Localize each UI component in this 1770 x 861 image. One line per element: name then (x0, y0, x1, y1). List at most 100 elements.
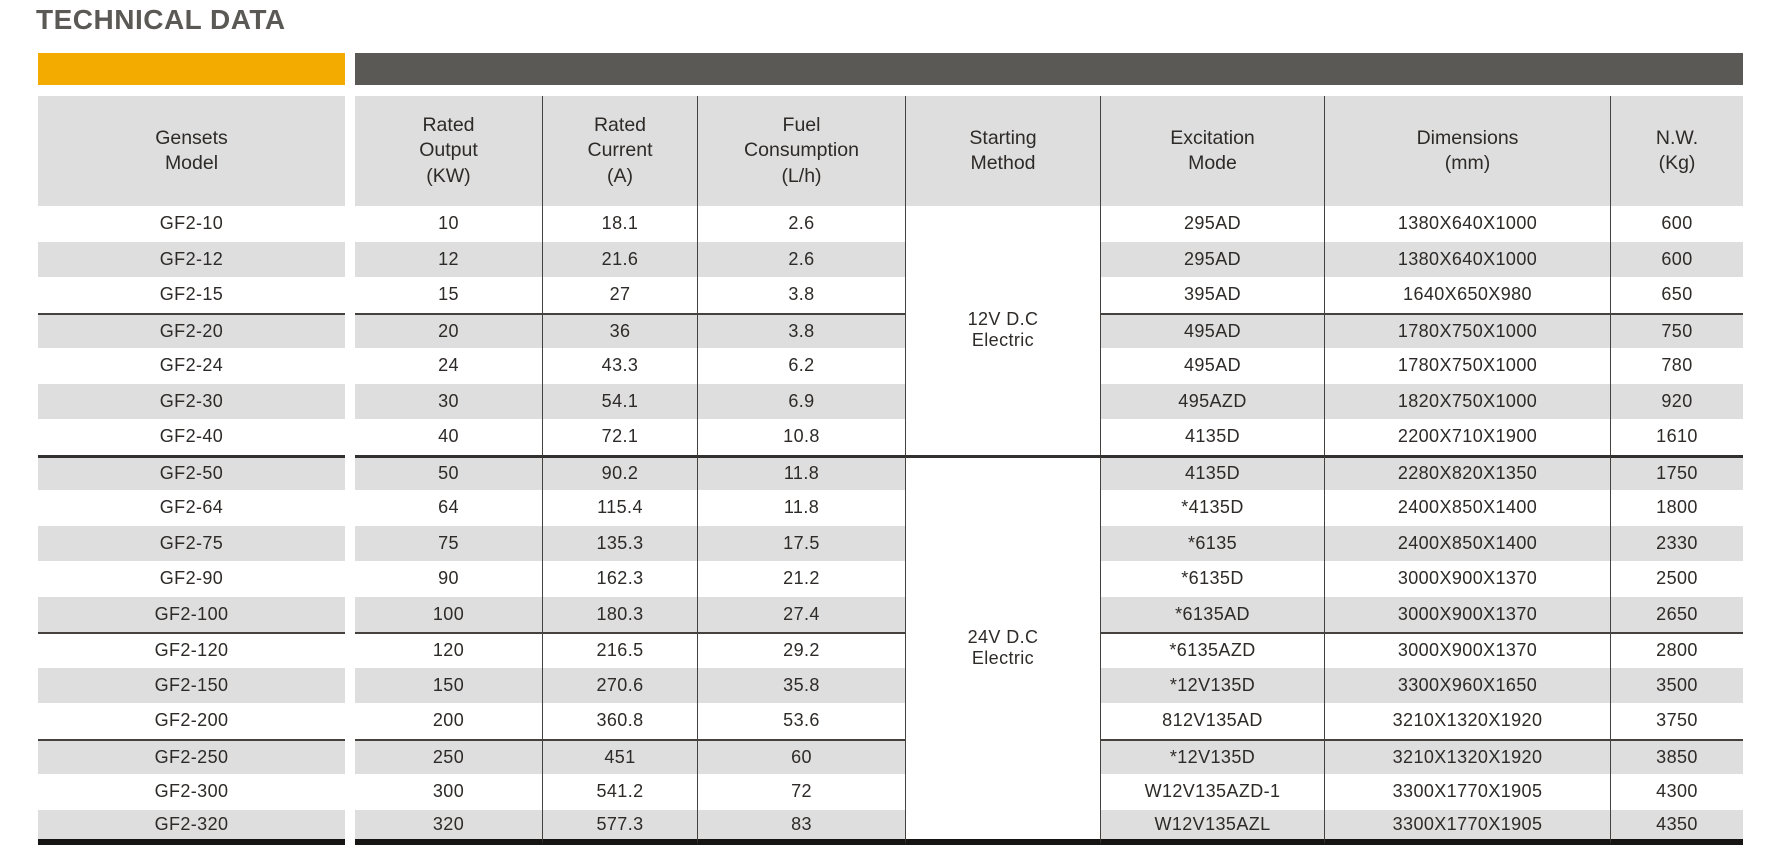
cell-output: 50 (355, 454, 542, 490)
cell-nw: 3500 (1610, 667, 1743, 703)
cell-excitation: 812V135AD (1100, 703, 1324, 739)
cell-nw: 4350 (1610, 809, 1743, 845)
cell-current: 36 (542, 312, 697, 348)
orange-accent-bar (38, 53, 345, 85)
cell-output: 15 (355, 277, 542, 313)
cell-output: 64 (355, 490, 542, 526)
cell-current: 541.2 (542, 774, 697, 810)
cell-model: GF2-320 (38, 809, 345, 845)
cell-excitation: 295AD (1100, 241, 1324, 277)
row-gap-spacer (345, 561, 355, 597)
cell-fuel: 2.6 (697, 206, 905, 242)
cell-current: 216.5 (542, 632, 697, 668)
cell-excitation: *12V135D (1100, 738, 1324, 774)
cell-current: 27 (542, 277, 697, 313)
cell-excitation: W12V135AZD-1 (1100, 774, 1324, 810)
cell-current: 21.6 (542, 241, 697, 277)
cell-current: 451 (542, 738, 697, 774)
cell-excitation: 295AD (1100, 206, 1324, 242)
header-cell-starting: Starting Method (905, 96, 1100, 206)
header-cell-current: Rated Current (A) (542, 96, 697, 206)
cell-excitation: *4135D (1100, 490, 1324, 526)
cell-current: 135.3 (542, 525, 697, 561)
cell-nw: 650 (1610, 277, 1743, 313)
cell-fuel: 6.2 (697, 348, 905, 384)
cell-excitation: *6135AZD (1100, 632, 1324, 668)
cell-fuel: 3.8 (697, 277, 905, 313)
cell-current: 180.3 (542, 596, 697, 632)
cell-model: GF2-90 (38, 561, 345, 597)
header-cell-model: Gensets Model (38, 96, 345, 206)
cell-model: GF2-20 (38, 312, 345, 348)
cell-dimensions: 1820X750X1000 (1324, 383, 1610, 419)
header-cell-dimensions: Dimensions (mm) (1324, 96, 1610, 206)
row-gap-spacer (345, 490, 355, 526)
cell-model: GF2-10 (38, 206, 345, 242)
cell-output: 300 (355, 774, 542, 810)
cell-dimensions: 2400X850X1400 (1324, 490, 1610, 526)
row-gap-spacer (345, 596, 355, 632)
cell-current: 270.6 (542, 667, 697, 703)
header-cell-output: Rated Output (KW) (355, 96, 542, 206)
cell-model: GF2-15 (38, 277, 345, 313)
row-gap-spacer (345, 277, 355, 313)
cell-model: GF2-120 (38, 632, 345, 668)
cell-fuel: 35.8 (697, 667, 905, 703)
row-gap-spacer (345, 419, 355, 455)
starting-method-cell: 12V D.C Electric (905, 206, 1100, 455)
cell-current: 43.3 (542, 348, 697, 384)
cell-excitation: 495AZD (1100, 383, 1324, 419)
cell-current: 360.8 (542, 703, 697, 739)
cell-excitation: 4135D (1100, 419, 1324, 455)
cell-excitation: 4135D (1100, 454, 1324, 490)
starting-method-cell: 24V D.C Electric (905, 454, 1100, 845)
cell-dimensions: 1780X750X1000 (1324, 312, 1610, 348)
cell-nw: 600 (1610, 206, 1743, 242)
cell-current: 90.2 (542, 454, 697, 490)
header-cell-nw: N.W. (Kg) (1610, 96, 1743, 206)
cell-nw: 3750 (1610, 703, 1743, 739)
cell-fuel: 10.8 (697, 419, 905, 455)
cell-dimensions: 3000X900X1370 (1324, 596, 1610, 632)
cell-nw: 2500 (1610, 561, 1743, 597)
cell-nw: 600 (1610, 241, 1743, 277)
cell-output: 120 (355, 632, 542, 668)
cell-fuel: 3.8 (697, 312, 905, 348)
cell-dimensions: 1780X750X1000 (1324, 348, 1610, 384)
row-gap-spacer (345, 241, 355, 277)
cell-fuel: 11.8 (697, 454, 905, 490)
header-cell-excitation: Excitation Mode (1100, 96, 1324, 206)
cell-excitation: 495AD (1100, 312, 1324, 348)
cell-output: 250 (355, 738, 542, 774)
row-gap-spacer (345, 632, 355, 668)
header-gap-spacer (345, 96, 355, 206)
cell-excitation: *6135D (1100, 561, 1324, 597)
cell-output: 24 (355, 348, 542, 384)
cell-model: GF2-150 (38, 667, 345, 703)
cell-output: 30 (355, 383, 542, 419)
cell-dimensions: 3300X960X1650 (1324, 667, 1610, 703)
cell-model: GF2-24 (38, 348, 345, 384)
cell-fuel: 6.9 (697, 383, 905, 419)
cell-dimensions: 3000X900X1370 (1324, 561, 1610, 597)
cell-fuel: 17.5 (697, 525, 905, 561)
cell-model: GF2-300 (38, 774, 345, 810)
cell-output: 20 (355, 312, 542, 348)
cell-dimensions: 2400X850X1400 (1324, 525, 1610, 561)
cell-fuel: 29.2 (697, 632, 905, 668)
cell-model: GF2-50 (38, 454, 345, 490)
cell-output: 40 (355, 419, 542, 455)
cell-output: 90 (355, 561, 542, 597)
cell-excitation: *6135 (1100, 525, 1324, 561)
cell-excitation: *12V135D (1100, 667, 1324, 703)
cell-dimensions: 3210X1320X1920 (1324, 738, 1610, 774)
cell-nw: 780 (1610, 348, 1743, 384)
row-gap-spacer (345, 738, 355, 774)
row-gap-spacer (345, 809, 355, 845)
cell-current: 115.4 (542, 490, 697, 526)
cell-nw: 2800 (1610, 632, 1743, 668)
cell-fuel: 21.2 (697, 561, 905, 597)
cell-output: 75 (355, 525, 542, 561)
cell-model: GF2-64 (38, 490, 345, 526)
cell-nw: 2330 (1610, 525, 1743, 561)
